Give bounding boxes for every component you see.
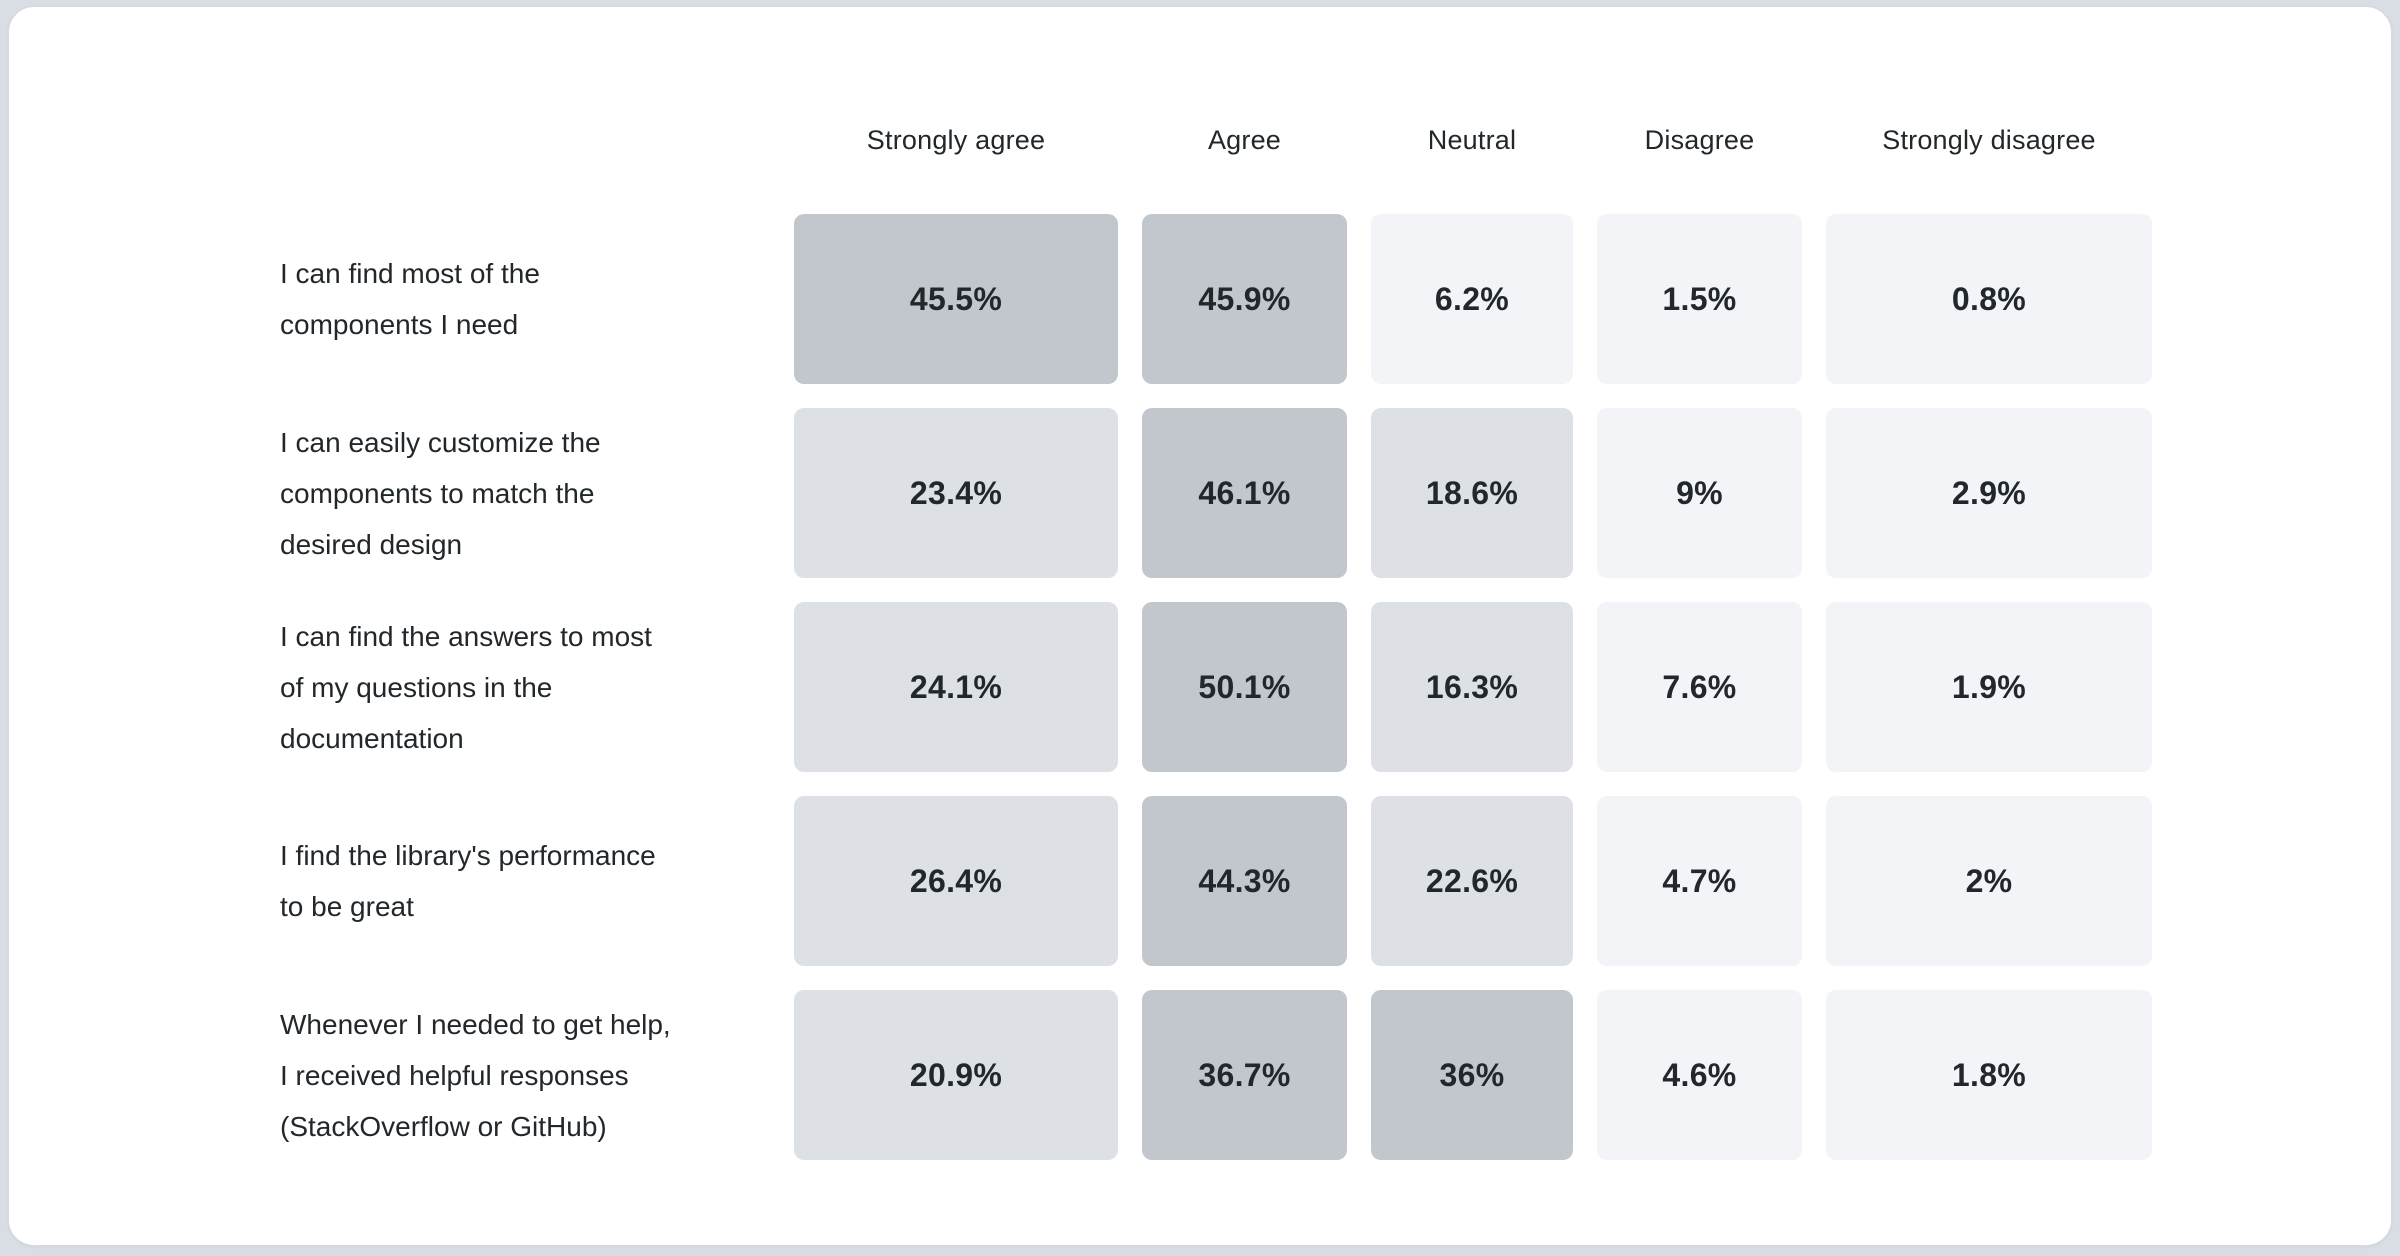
survey-results-card: Strongly agree Agree Neutral Disagree Strong… [8, 6, 2392, 1246]
heatmap-cell: 2.9% [1826, 408, 2152, 578]
column-header-disagree: Disagree [1644, 125, 1755, 155]
heatmap-cell: 23.4% [794, 408, 1118, 578]
heatmap-cell: 18.6% [1371, 408, 1573, 578]
heatmap-cell: 20.9% [794, 990, 1118, 1160]
heatmap-cell: 0.8% [1826, 214, 2152, 384]
heatmap-cell: 16.3% [1371, 602, 1573, 772]
heatmap-cell: 22.6% [1371, 796, 1573, 966]
column-header-strongly-agree: Strongly agree [866, 125, 1046, 155]
heatmap-cell: 4.7% [1597, 796, 1802, 966]
row-label: Whenever I needed to get help, I receive… [280, 1008, 671, 1142]
row-label: I can find the answers to most of my que… [280, 620, 652, 754]
column-header-strongly-disagree: Strongly disagree [1882, 125, 2096, 155]
heatmap-cell: 24.1% [794, 602, 1118, 772]
column-header-neutral: Neutral [1427, 125, 1517, 155]
heatmap-cell: 9% [1597, 408, 1802, 578]
heatmap-cell: 45.9% [1142, 214, 1347, 384]
heatmap-cell: 50.1% [1142, 602, 1347, 772]
heatmap-cell: 1.5% [1597, 214, 1802, 384]
heatmap-cell: 36.7% [1142, 990, 1347, 1160]
row-label: I can easily customize the components to… [280, 426, 601, 560]
heatmap-cell: 36% [1371, 990, 1573, 1160]
heatmap-cell: 1.9% [1826, 602, 2152, 772]
column-header-agree: Agree [1207, 125, 1282, 155]
heatmap-cell: 26.4% [794, 796, 1118, 966]
heatmap-cell: 4.6% [1597, 990, 1802, 1160]
heatmap-cell: 1.8% [1826, 990, 2152, 1160]
heatmap-cell: 2% [1826, 796, 2152, 966]
row-label: I find the library's performance to be g… [280, 840, 656, 922]
likert-heatmap: Strongly agree Agree Neutral Disagree Strong… [280, 91, 2391, 1160]
row-label: I can find most of the components I need [280, 258, 540, 340]
heatmap-cell: 7.6% [1597, 602, 1802, 772]
heatmap-cell: 45.5% [794, 214, 1118, 384]
heatmap-cell: 46.1% [1142, 408, 1347, 578]
heatmap-cell: 6.2% [1371, 214, 1573, 384]
heatmap-cell: 44.3% [1142, 796, 1347, 966]
corner-spacer [280, 91, 770, 190]
